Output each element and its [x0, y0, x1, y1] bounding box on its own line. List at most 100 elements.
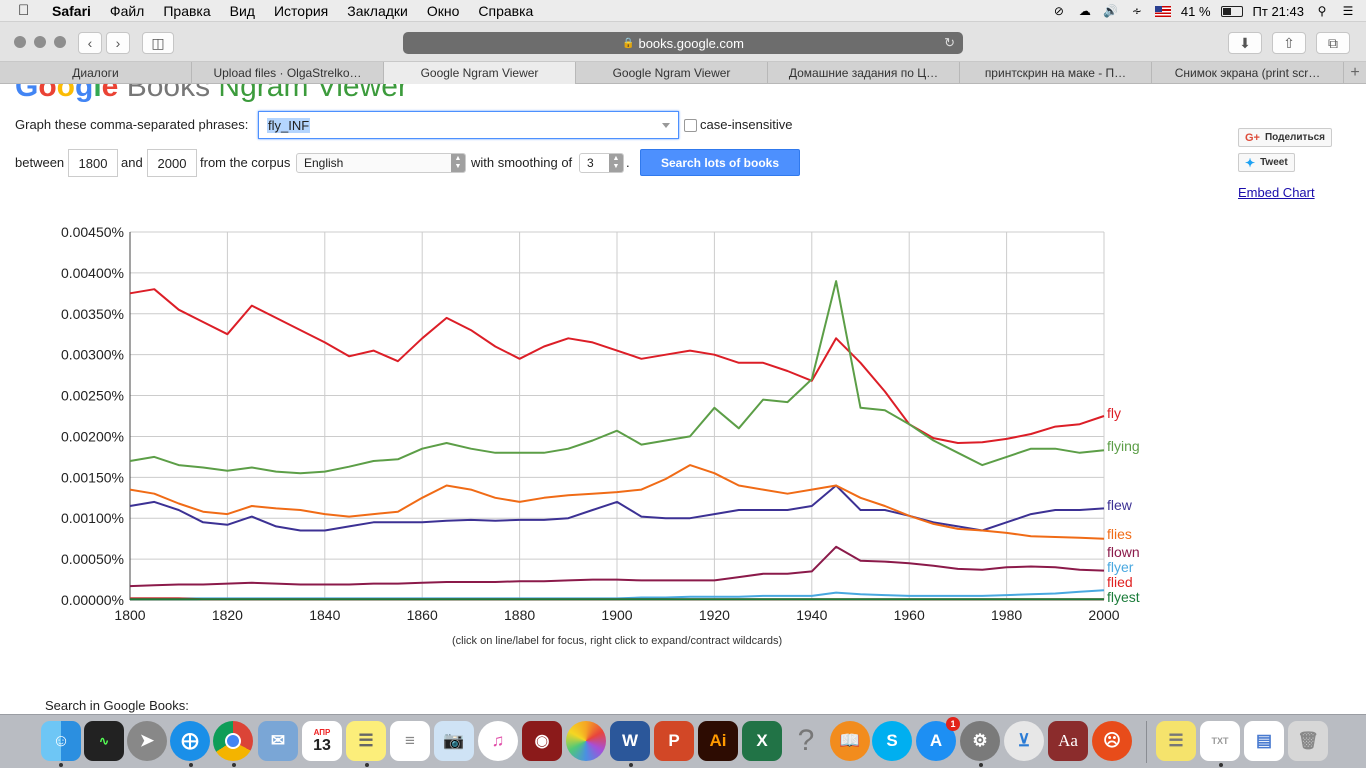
new-tab-button[interactable]: +	[1344, 62, 1366, 83]
illustrator-icon[interactable]: Ai	[698, 721, 738, 761]
running-indicator	[365, 763, 369, 767]
hotspot-shield-icon[interactable]: ☹	[1092, 721, 1132, 761]
google-books-ngram-logo[interactable]: Google Books Ngram Viewer	[15, 84, 408, 103]
dictionary-icon[interactable]: Aa	[1048, 721, 1088, 761]
zoom-window-button[interactable]	[54, 36, 66, 48]
wifi-icon[interactable]: ∻	[1131, 4, 1142, 18]
tab-ngram-viewer-active[interactable]: Google Ngram Viewer	[384, 62, 576, 84]
chrome-icon[interactable]	[213, 721, 253, 761]
tabs-overview-button[interactable]: ⧉	[1316, 32, 1350, 54]
share-button[interactable]: ⇧	[1272, 32, 1306, 54]
finder-icon[interactable]: ☺	[41, 721, 81, 761]
tweet-button[interactable]: ✦ Tweet	[1238, 153, 1295, 172]
system-preferences-icon[interactable]: ⚙	[960, 721, 1000, 761]
spotlight-search-icon[interactable]: ⚲	[1317, 4, 1327, 18]
itunes-icon[interactable]: ♫	[478, 721, 518, 761]
select-arrows-icon: ▲ ▼	[451, 154, 465, 172]
y-tick-label: 0.00300%	[61, 347, 124, 363]
tab-ngram-viewer[interactable]: Google Ngram Viewer	[576, 62, 768, 84]
do-not-disturb-icon[interactable]: ⊘	[1053, 4, 1064, 18]
menu-view[interactable]: Вид	[229, 2, 255, 19]
embed-chart-link[interactable]: Embed Chart	[1238, 185, 1315, 200]
document-icon[interactable]: ☰	[1156, 721, 1196, 761]
skype-icon[interactable]: S	[872, 721, 912, 761]
smoothing-select[interactable]: 3 ▲ ▼	[579, 153, 624, 173]
twitter-bird-icon: ✦	[1245, 155, 1256, 170]
plus-icon: +	[1350, 63, 1360, 81]
corpus-value: English	[304, 156, 344, 170]
apple-icon[interactable]: 	[18, 2, 36, 19]
reload-icon[interactable]: ↻	[944, 35, 955, 50]
activity-monitor-icon[interactable]: ∿	[84, 721, 124, 761]
case-insensitive-checkbox[interactable]	[684, 119, 697, 132]
downloads-button[interactable]: ⬇	[1228, 32, 1262, 54]
excel-icon[interactable]: X	[742, 721, 782, 761]
series-label-fly[interactable]: fly	[1107, 405, 1121, 421]
powerpoint-icon[interactable]: P	[654, 721, 694, 761]
launchpad-icon[interactable]: ➤	[127, 721, 167, 761]
year-start-input[interactable]: 1800	[68, 149, 118, 177]
search-lots-of-books-button[interactable]: Search lots of books	[640, 149, 800, 176]
clock[interactable]: Пт 21:43	[1252, 3, 1304, 19]
series-label-flown[interactable]: flown	[1107, 544, 1140, 560]
minimize-window-button[interactable]	[34, 36, 46, 48]
series-line-flying[interactable]	[129, 280, 1105, 475]
ibooks-icon[interactable]: 📖	[830, 721, 870, 761]
tab-upload-files[interactable]: Upload files · OlgaStrelko…	[192, 62, 384, 84]
close-window-button[interactable]	[14, 36, 26, 48]
back-button[interactable]: ‹	[78, 32, 102, 54]
calendar-icon[interactable]: АПР 13	[302, 721, 342, 761]
menu-file[interactable]: Файл	[109, 2, 145, 19]
series-label-flyer[interactable]: flyer	[1107, 559, 1134, 575]
series-label-flies[interactable]: flies	[1107, 526, 1132, 542]
tab-dialogs[interactable]: Диалоги	[0, 62, 192, 84]
series-label-flying[interactable]: flying	[1107, 438, 1140, 454]
x-tick-label: 1960	[894, 607, 925, 623]
battery-icon[interactable]	[1220, 5, 1243, 17]
battery-percent[interactable]: 41 %	[1180, 3, 1211, 19]
year-end-input[interactable]: 2000	[147, 149, 197, 177]
word-icon[interactable]: W	[610, 721, 650, 761]
notification-center-icon[interactable]: ☰	[1342, 4, 1354, 18]
menu-history[interactable]: История	[273, 2, 329, 19]
safari-icon[interactable]: ⨁	[170, 721, 210, 761]
photo-booth-icon[interactable]: ◉	[522, 721, 562, 761]
share-icon: ⇧	[1283, 34, 1295, 51]
series-line-fly[interactable]	[129, 288, 1105, 444]
creative-cloud-icon[interactable]: ☁	[1078, 4, 1091, 18]
series-label-flew[interactable]: flew	[1107, 497, 1133, 513]
preview-icon[interactable]: 📷	[434, 721, 474, 761]
input-source-flag-icon[interactable]	[1154, 5, 1171, 17]
notes-icon[interactable]: ☰	[346, 721, 386, 761]
series-line-flew[interactable]	[129, 484, 1105, 532]
sidebar-button[interactable]: ◫	[142, 32, 174, 54]
tab-homework[interactable]: Домашние задания по Ц…	[768, 62, 960, 84]
volume-icon[interactable]: 🔊	[1103, 4, 1119, 18]
menu-help[interactable]: Справка	[478, 2, 534, 19]
address-bar[interactable]: 🔒 books.google.com ↻	[403, 32, 963, 54]
menu-edit[interactable]: Правка	[163, 2, 211, 19]
google-plus-share-button[interactable]: G+ Поделиться	[1238, 128, 1332, 147]
series-label-flied[interactable]: flied	[1107, 574, 1133, 590]
phrases-input[interactable]: fly_INF	[258, 111, 679, 139]
mail-icon[interactable]: ✉	[258, 721, 298, 761]
menu-safari[interactable]: Safari	[52, 2, 91, 19]
dropdown-arrow-icon[interactable]	[662, 123, 670, 128]
airport-utility-icon[interactable]: ⊻	[1004, 721, 1044, 761]
series-line-flown[interactable]	[129, 545, 1105, 588]
series-line-flies[interactable]	[129, 464, 1105, 540]
help-icon[interactable]: ?	[797, 724, 815, 757]
tab-screenshot[interactable]: Снимок экрана (print scr…	[1152, 62, 1344, 84]
tab-printscreen-mac[interactable]: принтскрин на маке - П…	[960, 62, 1152, 84]
forward-button[interactable]: ›	[106, 32, 130, 54]
screenshot-icon[interactable]: ▤	[1244, 721, 1284, 761]
photos-icon[interactable]	[566, 721, 606, 761]
corpus-select[interactable]: English ▲ ▼	[296, 153, 466, 173]
menu-window[interactable]: Окно	[426, 2, 460, 19]
text-file-icon[interactable]: TXT	[1200, 721, 1240, 761]
menu-bookmarks[interactable]: Закладки	[347, 2, 408, 19]
series-label-flyest[interactable]: flyest	[1107, 589, 1140, 605]
trash-icon[interactable]: 🗑	[1288, 721, 1328, 761]
reminders-icon[interactable]: ≡	[390, 721, 430, 761]
